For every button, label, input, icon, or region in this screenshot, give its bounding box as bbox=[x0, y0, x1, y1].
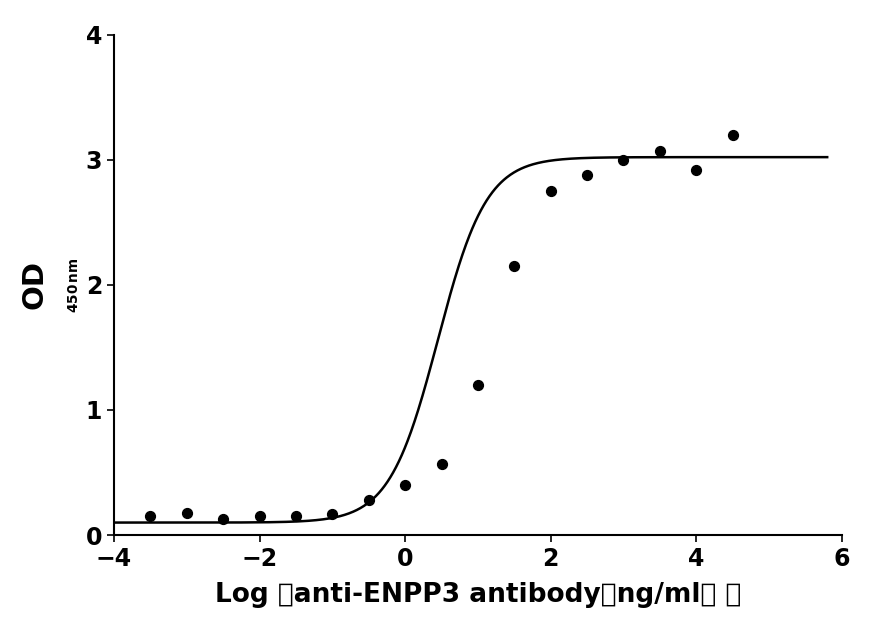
Point bbox=[580, 170, 594, 180]
Point bbox=[398, 480, 412, 490]
X-axis label: Log （anti-ENPP3 antibody（ng/ml） ）: Log （anti-ENPP3 antibody（ng/ml） ） bbox=[214, 582, 741, 608]
Point bbox=[616, 154, 630, 165]
Point bbox=[725, 130, 739, 140]
Point bbox=[690, 165, 704, 175]
Point bbox=[435, 459, 449, 469]
Point bbox=[326, 509, 340, 519]
Point bbox=[144, 511, 158, 522]
Point bbox=[507, 261, 522, 271]
Point bbox=[653, 146, 667, 156]
Point bbox=[471, 380, 485, 390]
Point bbox=[361, 495, 375, 505]
Text: $\mathbf{_{450\,nm}}$: $\mathbf{_{450\,nm}}$ bbox=[62, 257, 81, 313]
Point bbox=[253, 511, 267, 522]
Point bbox=[289, 511, 303, 522]
Point bbox=[543, 186, 557, 196]
Point bbox=[216, 514, 230, 524]
Text: OD: OD bbox=[20, 260, 48, 310]
Point bbox=[179, 508, 193, 518]
